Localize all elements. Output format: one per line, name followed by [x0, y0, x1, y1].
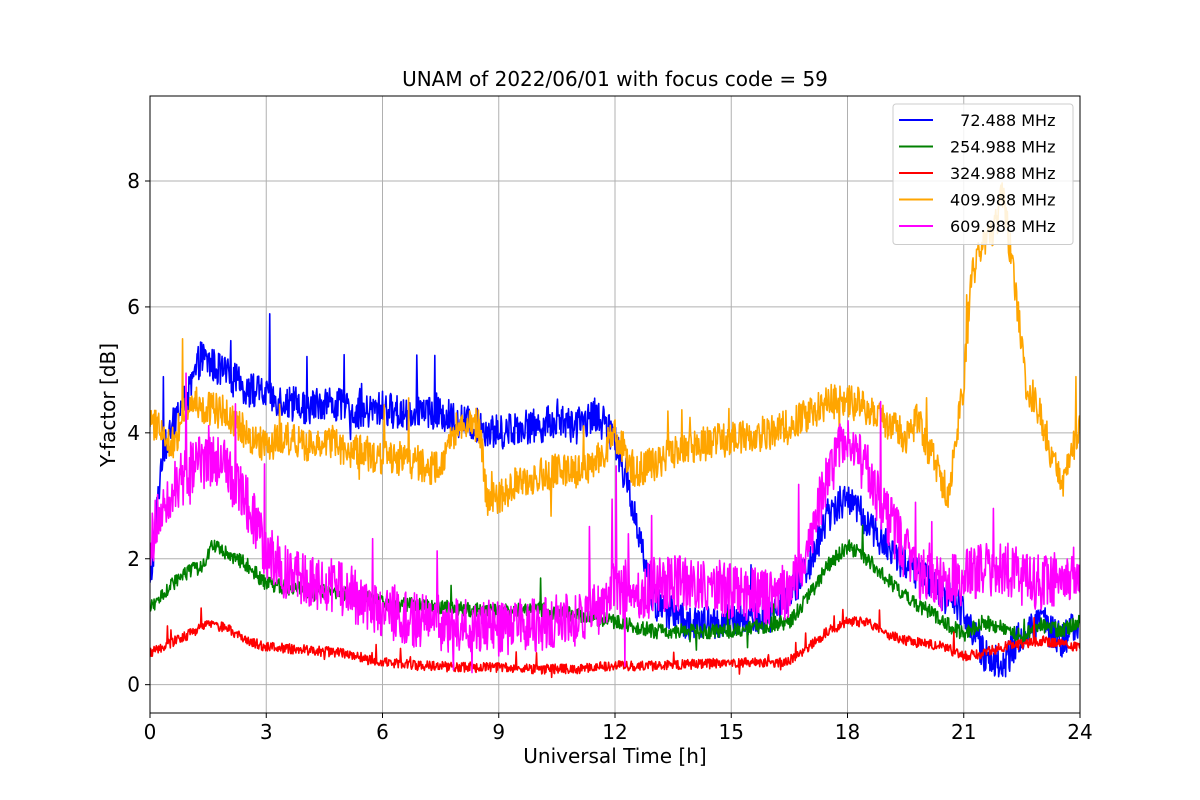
x-tick-label: 21 — [951, 720, 976, 744]
legend-label: 72.488 MHz — [950, 111, 1055, 130]
y-tick-label: 6 — [127, 295, 140, 319]
legend: 72.488 MHz 254.988 MHz 324.988 MHz 409.988 … — [892, 103, 1074, 245]
series-layer — [150, 182, 1080, 679]
legend-label: 609.988 MHz — [950, 217, 1055, 236]
x-tick-label: 18 — [835, 720, 860, 744]
legend-label: 254.988 MHz — [950, 138, 1055, 157]
x-tick-label: 12 — [602, 720, 627, 744]
x-tick-label: 6 — [376, 720, 389, 744]
series-line-2 — [150, 607, 1080, 679]
y-tick-label: 2 — [127, 547, 140, 571]
x-tick-label: 3 — [260, 720, 273, 744]
x-tick-label: 0 — [144, 720, 157, 744]
x-tick-label: 15 — [719, 720, 744, 744]
legend-label: 409.988 MHz — [950, 191, 1055, 210]
legend-label: 324.988 MHz — [950, 164, 1055, 183]
y-tick-label: 0 — [127, 673, 140, 697]
x-axis-label: Universal Time [h] — [523, 744, 706, 768]
y-axis-label: Y-factor [dB] — [96, 343, 120, 468]
y-tick-label: 4 — [127, 421, 140, 445]
y-tick-label: 8 — [127, 169, 140, 193]
legend-box — [892, 103, 1074, 245]
x-tick-label: 9 — [492, 720, 505, 744]
series-line-3 — [150, 182, 1080, 517]
series-line-4 — [150, 372, 1080, 674]
x-tick-label: 24 — [1067, 720, 1092, 744]
chart-title: UNAM of 2022/06/01 with focus code = 59 — [402, 67, 828, 91]
